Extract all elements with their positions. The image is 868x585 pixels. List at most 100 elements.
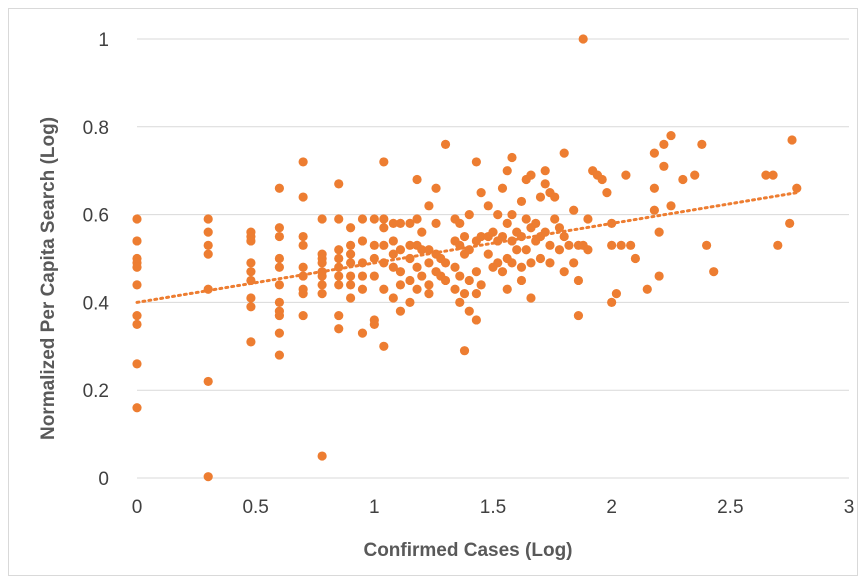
- data-point: [395, 306, 406, 316]
- y-tick-label: 0.8: [83, 118, 109, 139]
- data-point: [334, 280, 344, 290]
- data-point: [535, 192, 546, 202]
- data-point: [550, 192, 560, 202]
- data-point: [405, 275, 415, 286]
- x-tick-label: 2: [606, 497, 617, 518]
- data-point: [464, 245, 474, 255]
- data-point: [690, 170, 700, 180]
- data-point: [246, 275, 256, 286]
- x-axis-title: Confirmed Cases (Log): [363, 540, 572, 561]
- data-point: [405, 218, 415, 228]
- data-point: [357, 328, 368, 338]
- trendline: [135, 191, 799, 304]
- data-point: [379, 157, 389, 167]
- data-point: [649, 205, 659, 215]
- data-point: [317, 258, 327, 268]
- data-point: [516, 196, 527, 207]
- data-point: [516, 275, 527, 286]
- data-point: [298, 289, 308, 299]
- data-point: [203, 284, 213, 294]
- data-point: [132, 214, 142, 224]
- data-point: [526, 258, 536, 268]
- data-point: [132, 359, 142, 369]
- data-point: [357, 214, 368, 224]
- data-point: [379, 341, 389, 351]
- data-point: [526, 170, 536, 180]
- data-point: [459, 231, 470, 242]
- data-point: [471, 267, 481, 277]
- data-point: [298, 240, 308, 250]
- data-point: [559, 267, 569, 277]
- data-point: [132, 280, 142, 290]
- x-tick-label: 0: [132, 497, 143, 518]
- data-point: [334, 214, 344, 224]
- data-point: [493, 258, 503, 268]
- data-point: [369, 253, 379, 264]
- data-point: [761, 170, 771, 180]
- data-point: [602, 188, 612, 198]
- data-point: [455, 218, 465, 228]
- data-point: [531, 218, 541, 228]
- data-point: [583, 214, 593, 224]
- data-point: [471, 315, 481, 325]
- data-point: [521, 214, 531, 224]
- data-point: [424, 289, 434, 299]
- data-point: [678, 174, 688, 185]
- data-point: [395, 218, 406, 228]
- data-point: [569, 258, 579, 268]
- data-point: [476, 280, 486, 290]
- data-point: [488, 227, 498, 237]
- trendline-group: [135, 191, 799, 304]
- data-point: [583, 245, 593, 255]
- data-point: [497, 267, 508, 277]
- data-point: [274, 223, 284, 233]
- data-point: [611, 289, 622, 299]
- data-point: [388, 249, 398, 259]
- data-point: [379, 240, 389, 250]
- data-point: [502, 218, 512, 228]
- data-point: [455, 271, 465, 281]
- data-point: [785, 218, 795, 228]
- data-point: [346, 223, 356, 233]
- data-point: [346, 271, 356, 281]
- data-point: [507, 152, 517, 163]
- data-point: [357, 271, 368, 281]
- data-point: [246, 267, 256, 277]
- data-point: [388, 262, 398, 272]
- data-point: [792, 183, 802, 193]
- data-point: [616, 240, 626, 250]
- data-point: [417, 271, 427, 281]
- data-point: [773, 240, 783, 250]
- data-point: [621, 170, 631, 180]
- data-point: [379, 258, 389, 268]
- data-point: [768, 170, 778, 180]
- data-point: [334, 262, 344, 272]
- data-point: [405, 240, 415, 250]
- data-point: [317, 214, 327, 224]
- data-point: [440, 275, 451, 286]
- data-point: [274, 328, 284, 338]
- y-tick-label: 0.6: [83, 206, 109, 227]
- data-point: [709, 267, 719, 277]
- gridlines: [137, 38, 849, 479]
- data-point: [246, 258, 256, 268]
- data-point: [274, 297, 284, 307]
- data-point: [659, 139, 669, 149]
- x-tick-label: 0.5: [242, 497, 268, 518]
- data-point: [476, 188, 486, 198]
- data-point: [203, 227, 213, 237]
- data-point: [502, 284, 512, 294]
- data-point: [395, 267, 406, 277]
- data-point: [298, 271, 308, 281]
- data-point: [607, 240, 617, 250]
- data-point: [274, 280, 284, 290]
- data-point: [369, 271, 379, 281]
- y-tick-label: 0: [98, 469, 109, 490]
- data-point: [388, 236, 398, 246]
- data-point: [697, 139, 707, 149]
- data-point: [464, 275, 474, 286]
- y-tick-label: 0.2: [83, 381, 109, 402]
- data-point: [246, 293, 256, 303]
- data-point: [431, 183, 441, 193]
